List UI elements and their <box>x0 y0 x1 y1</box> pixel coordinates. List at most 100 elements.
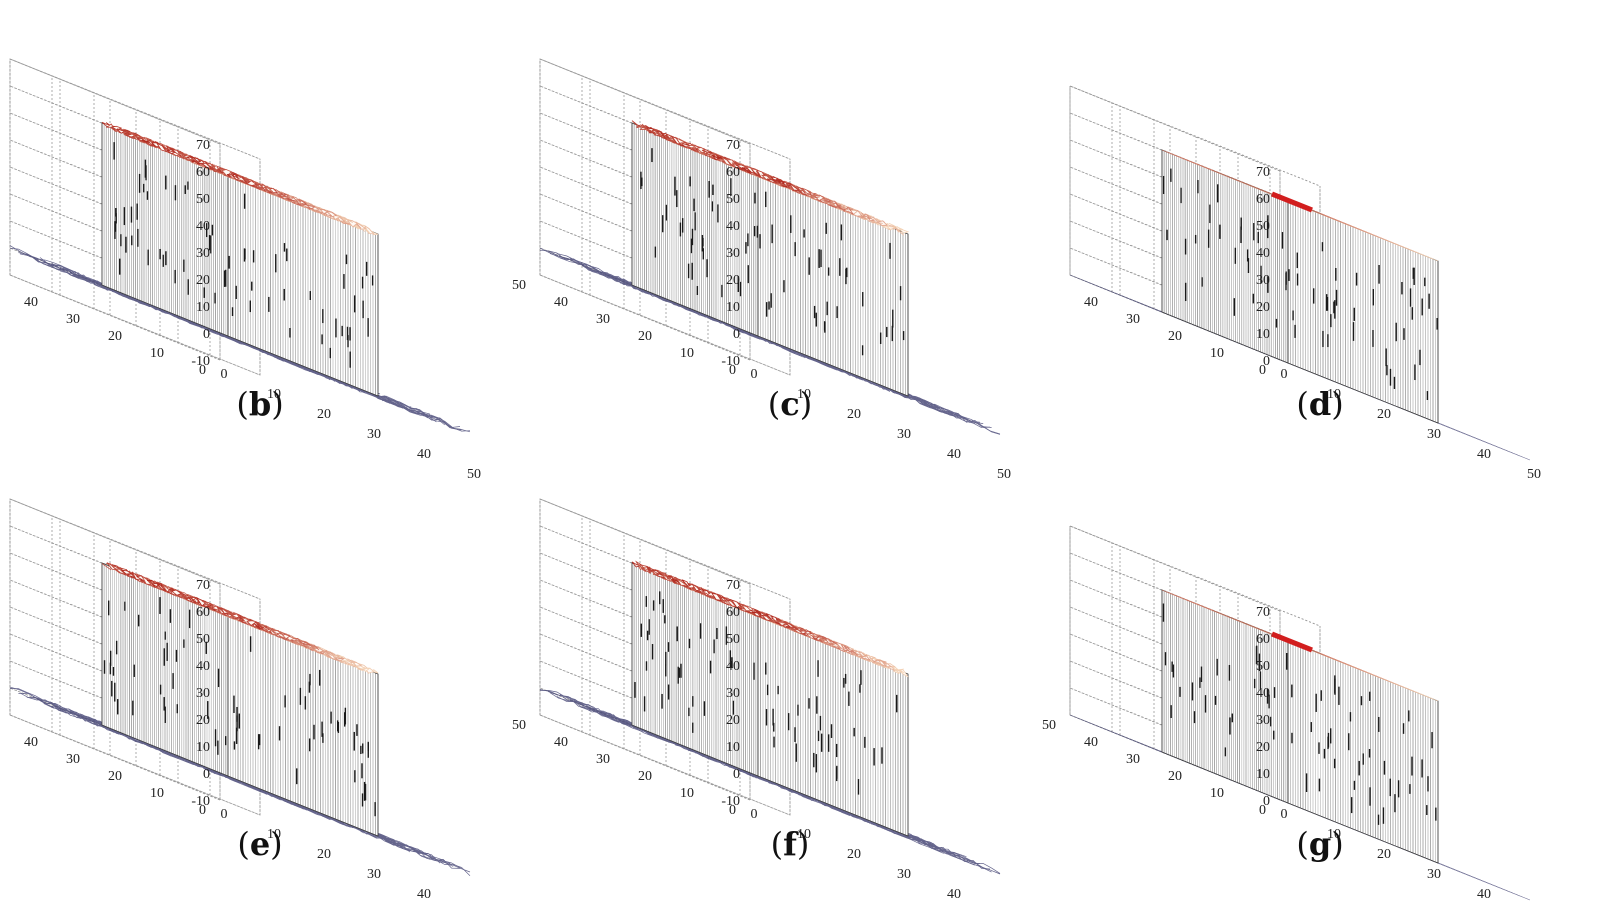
z-tick-label: 70 <box>726 578 740 593</box>
y-tick-label: 10 <box>680 786 694 801</box>
panel-label: (e) <box>237 825 283 863</box>
y-tick-label: 30 <box>1126 752 1140 767</box>
y-tick-label: 40 <box>24 735 38 750</box>
x-tick-label: 20 <box>847 407 861 422</box>
z-tick-label: 30 <box>1256 273 1270 288</box>
panel-d: 0 10 20 30 40 50 60 70 0 10 20 30 40 0 10 20 30 40 50 (d) <box>1060 0 1580 482</box>
z-tick-label: 50 <box>196 632 210 647</box>
y-tick-label: 30 <box>66 752 80 767</box>
wall-hatching <box>1161 150 1439 423</box>
y-tick-label: 0 <box>199 363 206 378</box>
z-tick-label: 0 <box>733 327 740 342</box>
z-tick-label: 10 <box>726 740 740 755</box>
y-tick-label: 30 <box>596 312 610 327</box>
y-tick-label: 50 <box>512 278 526 293</box>
y-tick-label: 30 <box>66 312 80 327</box>
x-tick-label: 0 <box>1281 807 1288 822</box>
y-tick-label: 40 <box>554 735 568 750</box>
x-tick-label: 10 <box>1327 827 1341 842</box>
surface-plot: 0 10 20 30 40 50 60 70 0 10 20 30 40 0 10 20 30 40 50 <box>1069 85 1541 482</box>
plateau-top <box>101 562 379 674</box>
z-tick-label: 10 <box>196 300 210 315</box>
wall-dashes <box>634 591 898 795</box>
panel-c: -10 0 10 20 30 40 50 60 70 0 10 20 30 40 50 0 10 20 30 40 50… <box>512 0 1050 482</box>
y-tick-label: 50 <box>1042 718 1056 733</box>
plateau-top <box>101 121 379 236</box>
panel-label: (d) <box>1296 385 1344 423</box>
z-tick-label: 50 <box>726 632 740 647</box>
z-tick-label: 70 <box>196 138 210 153</box>
z-tick-label: 50 <box>1256 219 1270 234</box>
z-tick-label: 60 <box>196 165 210 180</box>
wall-hatching <box>1161 590 1439 863</box>
corner-edge <box>1271 191 1313 213</box>
z-tick-label: 50 <box>1256 659 1270 674</box>
z-tick-label: 40 <box>196 219 210 234</box>
x-tick-label: 40 <box>947 447 961 462</box>
y-tick-label: 50 <box>512 718 526 733</box>
x-tick-label: 40 <box>417 887 431 901</box>
z-tick-label: 20 <box>1256 300 1270 315</box>
x-tick-label: 40 <box>417 447 431 462</box>
x-tick-label: 50 <box>997 467 1011 482</box>
z-tick-label: 30 <box>726 246 740 261</box>
x-tick-label: 0 <box>1281 367 1288 382</box>
x-tick-label: 50 <box>1527 467 1541 482</box>
y-tick-label: 20 <box>638 769 652 784</box>
z-tick-label: 0 <box>203 767 210 782</box>
y-tick-label: 0 <box>199 803 206 818</box>
y-tick-label: 0 <box>729 363 736 378</box>
y-tick-label: 20 <box>1168 329 1182 344</box>
plot-area: 0 10 20 30 40 50 60 70 0 10 20 30 40 0 10 20 30 40 50 <box>1069 85 1541 482</box>
y-tick-label: 0 <box>729 803 736 818</box>
y-tick-label: 10 <box>1210 786 1224 801</box>
y-tick-label: 20 <box>108 329 122 344</box>
plateau-top <box>631 120 910 236</box>
x-tick-label: 40 <box>1477 887 1491 901</box>
z-tick-label: 20 <box>726 713 740 728</box>
wall-dashes <box>113 142 374 368</box>
x-tick-label: 30 <box>367 867 381 882</box>
y-tick-label: 10 <box>1210 346 1224 361</box>
x-tick-label: 20 <box>1377 847 1391 862</box>
z-tick-label: 10 <box>1256 767 1270 782</box>
y-tick-label: 20 <box>1168 769 1182 784</box>
z-tick-label: 0 <box>1263 354 1270 369</box>
z-tick-label: 30 <box>196 246 210 261</box>
y-tick-label: 40 <box>554 295 568 310</box>
z-tick-label: 60 <box>1256 192 1270 207</box>
z-tick-label: 30 <box>1256 713 1270 728</box>
wall-dashes <box>1162 168 1438 400</box>
z-tick-label: 40 <box>196 659 210 674</box>
plateau-top <box>631 560 909 678</box>
z-tick-label: 70 <box>196 578 210 593</box>
z-tick-label: 20 <box>196 273 210 288</box>
panel-f: -100102030405060700102030405001020304050… <box>512 440 1050 901</box>
y-tick-label: 40 <box>1084 295 1098 310</box>
z-tick-label: 70 <box>726 138 740 153</box>
z-tick-label: 60 <box>726 165 740 180</box>
y-tick-label: 30 <box>596 752 610 767</box>
y-tick-label: 20 <box>638 329 652 344</box>
z-tick-label: 50 <box>196 192 210 207</box>
x-tick-label: 20 <box>1377 407 1391 422</box>
z-tick-label: 70 <box>1256 165 1270 180</box>
panel-label: (b) <box>236 385 284 423</box>
x-tick-label: 30 <box>897 867 911 882</box>
x-tick-label: 0 <box>221 807 228 822</box>
z-tick-label: 10 <box>726 300 740 315</box>
back-wall-right <box>9 498 261 816</box>
tick-labels: 0 10 20 30 40 50 60 70 0 10 20 30 40 0 10 20 30 40 50 <box>1084 165 1541 482</box>
x-tick-label: 40 <box>947 887 961 901</box>
